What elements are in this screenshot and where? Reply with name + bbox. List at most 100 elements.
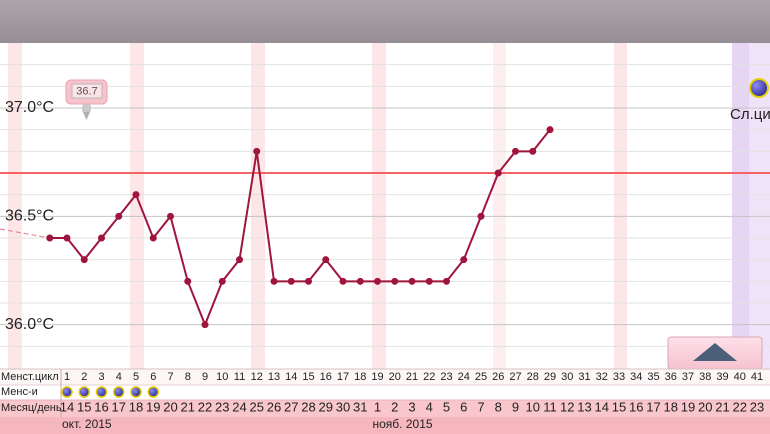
temperature-point xyxy=(408,277,416,285)
date: 30 xyxy=(336,399,350,414)
date: 1 xyxy=(374,399,381,414)
scroll-up-button[interactable] xyxy=(667,336,763,370)
cycle-day: 9 xyxy=(202,371,208,383)
temperature-point xyxy=(287,277,295,285)
cycle-day: 34 xyxy=(630,371,642,383)
date: 2 xyxy=(391,399,398,414)
temperature-point xyxy=(167,212,174,220)
cycle-day: 36 xyxy=(665,371,677,383)
cycle-day: 37 xyxy=(682,371,694,383)
temperature-point xyxy=(132,191,140,199)
cycle-day: 38 xyxy=(699,371,711,383)
coverline-flag: 36.7 xyxy=(65,79,108,120)
menses-icon xyxy=(147,386,159,398)
date: 22 xyxy=(198,399,212,414)
cycle-day: 40 xyxy=(734,371,746,383)
cycle-day: 28 xyxy=(527,371,539,383)
date: 27 xyxy=(284,399,298,414)
coverline-label: 36.7 xyxy=(76,85,97,97)
date: 5 xyxy=(443,399,450,414)
temperature-point xyxy=(477,212,485,220)
cycle-day: 10 xyxy=(216,371,228,383)
date: 23 xyxy=(215,399,229,414)
next-cycle-icon xyxy=(749,78,769,98)
cycle-day: 19 xyxy=(371,371,383,383)
temperature-point xyxy=(115,212,123,220)
cycle-day: 26 xyxy=(492,371,504,383)
date: 22 xyxy=(733,399,747,414)
date: 17 xyxy=(646,399,660,414)
cycle-day: 33 xyxy=(613,371,625,383)
cycle-day: 20 xyxy=(389,371,401,383)
top-bar xyxy=(0,0,770,43)
row-label: Менст.цикл xyxy=(1,371,59,383)
date: 26 xyxy=(267,399,281,414)
cycle-day: 31 xyxy=(578,371,590,383)
date: 9 xyxy=(512,399,519,414)
temperature-point xyxy=(512,147,519,155)
date: 21 xyxy=(181,399,195,414)
temperature-point xyxy=(184,277,192,285)
date: 25 xyxy=(250,399,264,414)
temperature-point xyxy=(356,277,364,285)
date: 13 xyxy=(577,399,591,414)
cycle-day: 29 xyxy=(544,371,556,383)
plot: 36.0°C 36.5°C 37.0°C xyxy=(0,99,554,333)
date: 15 xyxy=(612,399,626,414)
cycle-day: 17 xyxy=(337,371,349,383)
date: 17 xyxy=(112,399,126,414)
cycle-day: 15 xyxy=(302,371,314,383)
prev-cycle-link xyxy=(0,228,50,239)
temperature-line xyxy=(49,129,551,328)
cycle-day: 16 xyxy=(320,371,332,383)
date: 4 xyxy=(426,399,433,414)
cycle-day: 8 xyxy=(185,371,191,383)
temperature-point xyxy=(305,277,312,285)
menses-icon xyxy=(113,386,125,398)
date: 6 xyxy=(460,399,467,414)
temperature-point xyxy=(253,147,261,155)
temperature-point xyxy=(546,126,554,134)
bottom-table: Менст.циклМенс-иМесяц/день11421531641751… xyxy=(1,371,764,431)
date: 3 xyxy=(408,399,415,414)
date: 7 xyxy=(477,399,484,414)
temperature-point xyxy=(425,277,433,285)
menses-icon xyxy=(61,386,73,398)
menses-icon xyxy=(78,386,90,398)
cycle-day: 6 xyxy=(150,371,156,383)
date: 11 xyxy=(543,399,557,414)
date: 16 xyxy=(629,399,643,414)
week-stripes xyxy=(8,43,770,369)
date: 12 xyxy=(560,399,574,414)
cycle-day: 3 xyxy=(98,371,104,383)
cycle-day: 22 xyxy=(423,371,435,383)
temperature-point xyxy=(80,256,88,264)
cycle-day: 23 xyxy=(440,371,452,383)
cycle-day: 7 xyxy=(167,371,173,383)
date: 10 xyxy=(526,399,540,414)
menses-icon xyxy=(130,386,142,398)
cycle-day: 12 xyxy=(251,371,263,383)
next-cycle-label: Сл.ци xyxy=(730,106,770,123)
date: 20 xyxy=(163,399,177,414)
cycle-day: 14 xyxy=(285,371,297,383)
row-label: Менс-и xyxy=(1,386,38,398)
temperature-point xyxy=(218,277,226,285)
date: 28 xyxy=(301,399,315,414)
temperature-point xyxy=(494,169,502,177)
date: 8 xyxy=(495,399,502,414)
date: 18 xyxy=(129,399,143,414)
temperature-point xyxy=(322,256,330,264)
temperature-point xyxy=(201,321,209,329)
temperature-point xyxy=(339,277,347,285)
cycle-day: 35 xyxy=(647,371,659,383)
temperature-point xyxy=(391,277,399,285)
cycle-day: 24 xyxy=(458,371,470,383)
menses-icon xyxy=(95,386,108,398)
temperature-point xyxy=(374,277,381,285)
cycle-day: 4 xyxy=(116,371,122,383)
table-rows xyxy=(0,368,770,434)
month-label: окт. 2015 xyxy=(62,417,112,431)
date: 23 xyxy=(750,399,764,414)
